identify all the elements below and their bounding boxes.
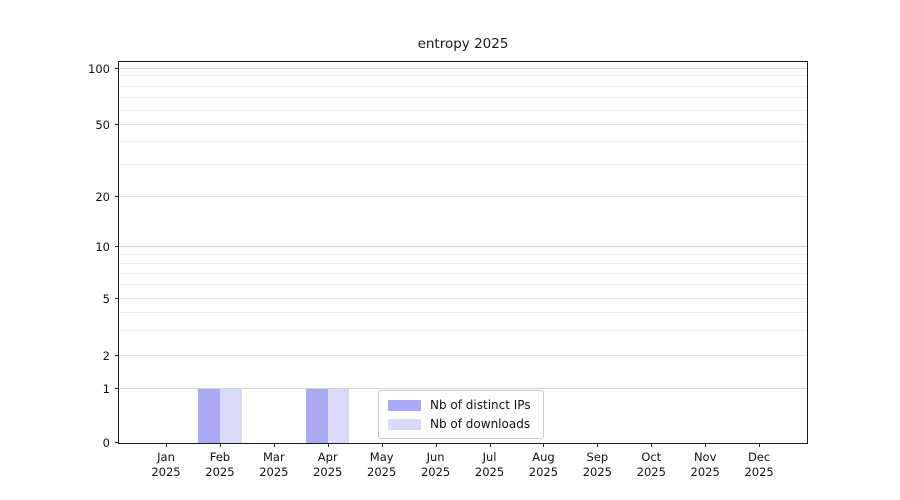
bar-nb-of-distinct-ips-apr bbox=[306, 389, 328, 443]
x-tick-mark-aug bbox=[543, 443, 545, 447]
y-tick-mark-0 bbox=[115, 442, 119, 443]
y-tick-label-0: 0 bbox=[102, 436, 110, 450]
y-tick-label-50: 50 bbox=[95, 118, 110, 133]
x-tick-mark-jan bbox=[166, 443, 167, 447]
gridline-major-y20 bbox=[119, 196, 807, 198]
plot-area: 0 1 2 5 10 20 50 100 Jan 2025 Feb 2025 Mar 2025 Apr… bbox=[88, 61, 808, 479]
gridline-minor-y40 bbox=[119, 140, 807, 142]
gridline-minor-y4 bbox=[119, 312, 807, 314]
y-tick-label-100: 100 bbox=[88, 61, 110, 76]
legend: Nb of distinct IPs Nb of downloads bbox=[378, 390, 544, 439]
legend-item-nb-of-downloads: Nb of downloads bbox=[388, 417, 534, 431]
x-tick-mark-jun bbox=[435, 443, 437, 447]
x-tick-label-mar: Mar 2025 bbox=[259, 450, 289, 479]
gridline-minor-y8 bbox=[119, 263, 807, 265]
x-tick-label-nov: Nov 2025 bbox=[690, 450, 720, 479]
bar-nb-of-distinct-ips-feb bbox=[198, 389, 220, 443]
x-tick-mark-dec bbox=[759, 443, 761, 447]
y-tick-mark-10 bbox=[115, 245, 119, 247]
y-tick-mark-2 bbox=[115, 355, 119, 357]
gridline-major-y2 bbox=[119, 355, 807, 357]
x-tick-label-aug: Aug 2025 bbox=[528, 450, 559, 479]
x-tick-mark-mar bbox=[273, 443, 275, 447]
legend-label-nb-of-downloads: Nb of downloads bbox=[430, 417, 531, 431]
y-tick-mark-20 bbox=[115, 196, 119, 198]
gridline-minor-y80 bbox=[119, 85, 807, 87]
gridline-minor-y3 bbox=[119, 330, 807, 332]
y-tick-label-10: 10 bbox=[95, 239, 110, 254]
x-tick-label-oct: Oct 2025 bbox=[636, 450, 666, 479]
x-tick-mark-jul bbox=[489, 443, 491, 447]
y-tick-mark-1 bbox=[115, 388, 119, 389]
x-tick-mark-feb bbox=[219, 443, 221, 447]
x-tick-mark-oct bbox=[651, 443, 653, 447]
y-tick-label-2: 2 bbox=[102, 349, 110, 364]
gridline-minor-y90 bbox=[119, 75, 807, 77]
x-tick-label-feb: Feb 2025 bbox=[205, 450, 235, 479]
y-tick-mark-50 bbox=[115, 124, 119, 126]
y-tick-label-5: 5 bbox=[102, 292, 110, 306]
legend-item-nb-of-distinct-ips: Nb of distinct IPs bbox=[388, 398, 534, 412]
gridline-minor-y9 bbox=[119, 253, 807, 255]
gridline-minor-y70 bbox=[119, 96, 807, 98]
x-tick-label-dec: Dec 2025 bbox=[744, 450, 774, 479]
x-tick-mark-apr bbox=[327, 443, 329, 447]
x-tick-label-jun: Jun 2025 bbox=[420, 450, 451, 479]
y-tick-mark-5 bbox=[115, 298, 119, 299]
x-tick-label-jan: Jan 2025 bbox=[151, 450, 181, 479]
y-tick-label-20: 20 bbox=[95, 190, 110, 205]
gridline-minor-y60 bbox=[119, 109, 807, 111]
gridline-major-y1 bbox=[119, 388, 807, 389]
gridline-minor-y30 bbox=[119, 163, 807, 165]
y-tick-label-1: 1 bbox=[102, 382, 110, 396]
x-tick-label-jul: Jul 2025 bbox=[474, 450, 505, 479]
x-tick-label-apr: Apr 2025 bbox=[313, 450, 343, 479]
legend-label-nb-of-distinct-ips: Nb of distinct IPs bbox=[430, 398, 531, 412]
x-tick-label-sep: Sep 2025 bbox=[582, 450, 612, 479]
x-tick-label-may: May 2025 bbox=[367, 450, 397, 479]
gridline-major-y10 bbox=[119, 245, 807, 247]
chart-title: entropy 2025 bbox=[417, 36, 509, 52]
bar-nb-of-downloads-feb bbox=[219, 389, 242, 443]
gridline-minor-y7 bbox=[119, 273, 807, 275]
gridline-major-y50 bbox=[119, 124, 807, 126]
x-tick-mark-may bbox=[381, 443, 383, 447]
x-tick-mark-nov bbox=[705, 443, 707, 447]
legend-swatch-nb-of-downloads bbox=[388, 418, 421, 430]
gridline-major-y5 bbox=[119, 298, 807, 299]
bar-nb-of-downloads-apr bbox=[327, 389, 350, 443]
legend-swatch-nb-of-distinct-ips bbox=[388, 399, 421, 411]
x-tick-mark-sep bbox=[597, 443, 599, 447]
y-tick-mark-100 bbox=[115, 67, 119, 69]
gridline-minor-y6 bbox=[119, 284, 807, 286]
gridline-major-y100 bbox=[119, 67, 807, 69]
